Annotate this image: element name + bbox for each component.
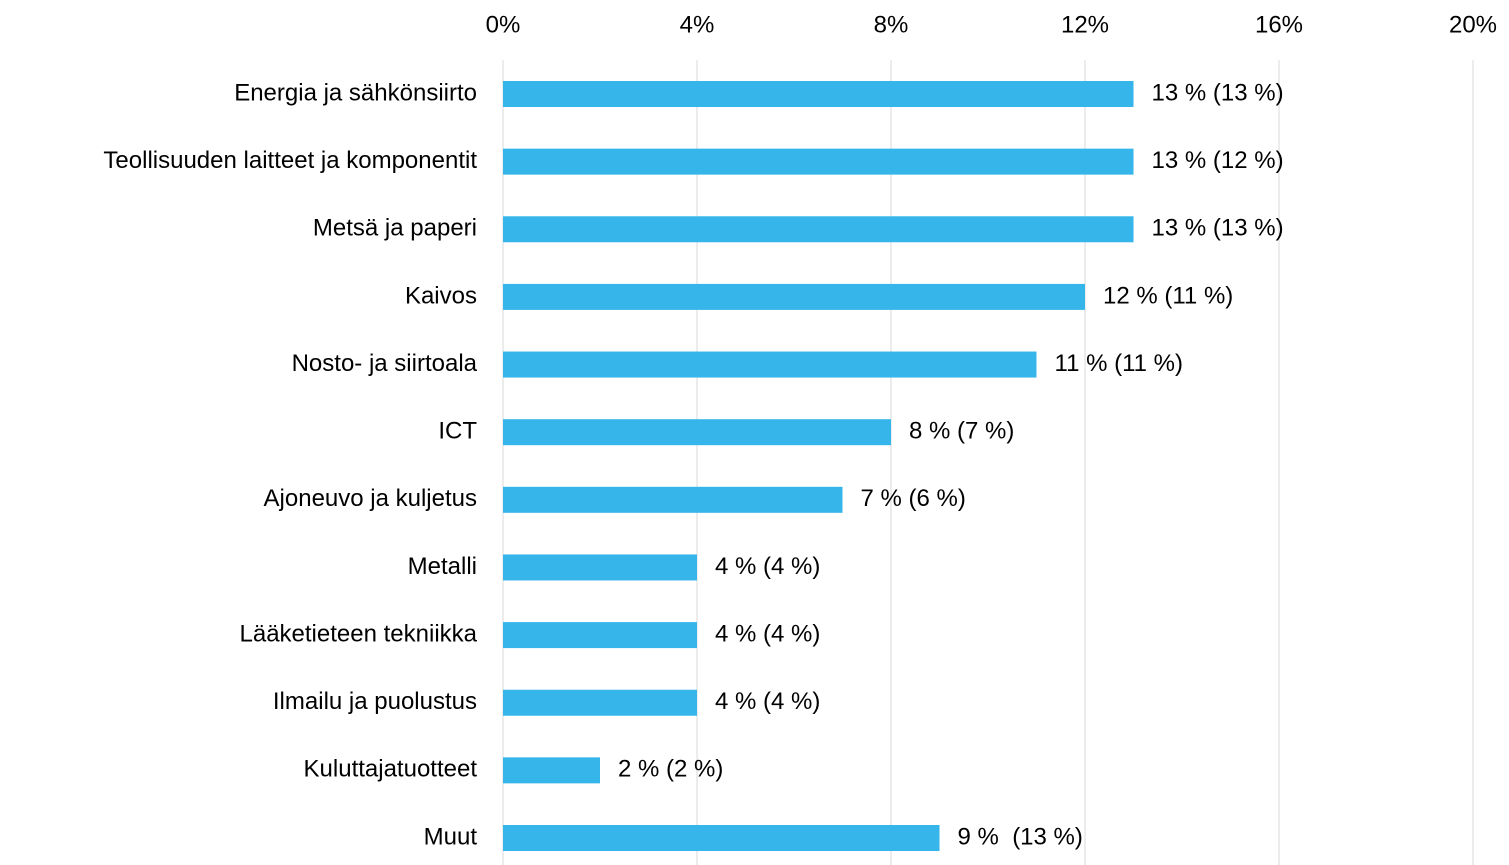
y-tick-label: Ilmailu ja puolustus xyxy=(273,688,477,715)
y-tick-label: Lääketieteen tekniikka xyxy=(240,620,478,647)
bar xyxy=(503,689,697,716)
value-label: 8 % (7 %) xyxy=(909,418,1014,445)
y-tick-label: Muut xyxy=(424,823,478,850)
bar xyxy=(503,419,891,446)
bar xyxy=(503,757,600,784)
value-label: 7 % (6 %) xyxy=(861,485,966,512)
y-tick-label: Kuluttajatuotteet xyxy=(304,756,478,783)
value-label: 12 % (11 %) xyxy=(1103,282,1233,309)
value-label: 13 % (13 %) xyxy=(1152,215,1284,242)
value-label: 4 % (4 %) xyxy=(715,688,820,715)
bar xyxy=(503,148,1134,175)
value-label: 4 % (4 %) xyxy=(715,620,820,647)
x-tick-label: 8% xyxy=(874,11,909,38)
bar xyxy=(503,554,697,581)
value-label: 13 % (12 %) xyxy=(1152,147,1284,174)
y-tick-label: Nosto- ja siirtoala xyxy=(292,350,478,377)
bar xyxy=(503,351,1037,378)
bar xyxy=(503,216,1134,243)
value-label: 13 % (13 %) xyxy=(1152,79,1284,106)
bar xyxy=(503,825,940,851)
bar xyxy=(503,622,697,649)
y-tick-label: Metalli xyxy=(408,553,477,580)
x-tick-label: 4% xyxy=(680,11,715,38)
value-label: 4 % (4 %) xyxy=(715,553,820,580)
y-tick-label: Kaivos xyxy=(405,282,477,309)
y-tick-label: ICT xyxy=(438,418,477,445)
y-tick-label: Teollisuuden laitteet ja komponentit xyxy=(103,147,477,174)
bar xyxy=(503,486,843,513)
bar xyxy=(503,81,1134,107)
y-tick-label: Energia ja sähkönsiirto xyxy=(234,79,477,106)
value-label: 9 % (13 %) xyxy=(958,823,1083,850)
x-tick-label: 0% xyxy=(486,11,521,38)
y-tick-label: Metsä ja paperi xyxy=(313,215,477,242)
x-tick-label: 12% xyxy=(1061,11,1109,38)
value-label: 2 % (2 %) xyxy=(618,756,723,783)
x-tick-label: 16% xyxy=(1255,11,1303,38)
value-label: 11 % (11 %) xyxy=(1055,350,1184,377)
x-tick-label: 20% xyxy=(1449,11,1497,38)
bar xyxy=(503,283,1085,310)
y-tick-label: Ajoneuvo ja kuljetus xyxy=(264,485,477,512)
